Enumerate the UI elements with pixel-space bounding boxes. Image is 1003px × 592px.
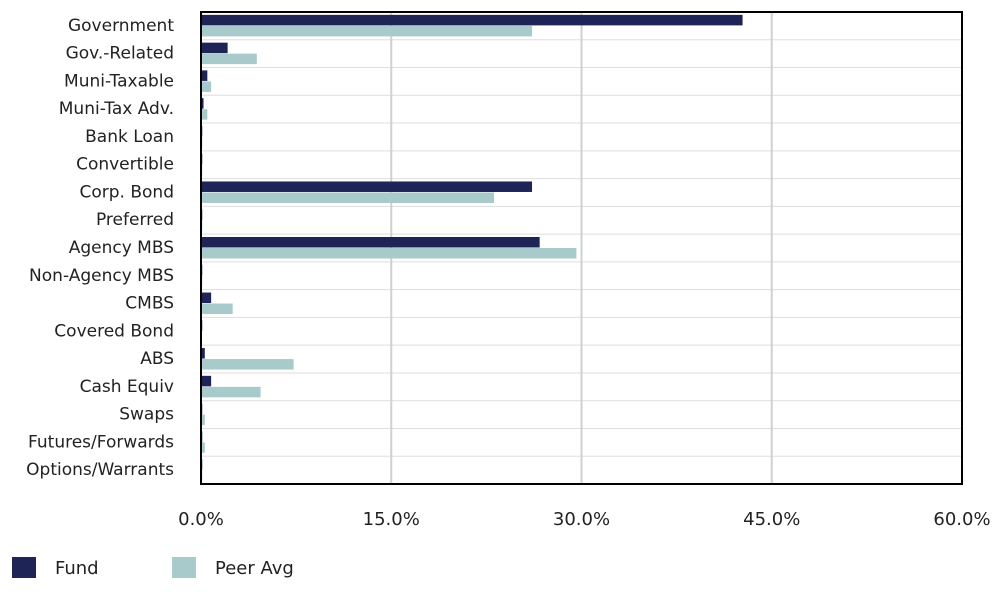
legend-label: Fund [55,558,99,579]
y-tick-label: Corp. Bond [80,182,175,202]
bar [201,386,261,398]
x-tick-label: 0.0% [178,509,224,530]
bar [201,359,294,370]
bar [201,375,212,387]
bar [201,303,233,315]
y-tick-label: ABS [140,349,174,369]
y-tick-label: Bank Loan [85,127,174,147]
bar [201,81,212,92]
y-tick-label: Preferred [96,210,174,230]
x-tick-label: 45.0% [743,509,800,530]
bar [201,53,257,65]
y-tick-label: CMBS [125,294,174,314]
y-tick-label: Muni-Taxable [64,71,174,91]
bar [201,237,540,248]
x-tick-label: 60.0% [933,509,990,530]
y-tick-label: Futures/Forwards [28,432,174,452]
y-tick-label: Cash Equiv [80,377,174,397]
bar [201,192,494,203]
y-tick-label: Swaps [119,405,174,425]
y-tick-label: Agency MBS [69,238,174,258]
bar [201,414,205,426]
legend-swatch [172,557,196,578]
bar [201,42,228,54]
y-tick-label: Muni-Tax Adv. [59,99,174,119]
y-tick-label: Gov.-Related [66,44,174,64]
y-tick-label: Covered Bond [54,321,174,341]
bar [201,109,208,120]
y-tick-label: Options/Warrants [26,460,174,480]
bar [201,442,205,453]
bar [201,181,533,192]
bar [201,348,205,359]
bar [201,14,743,26]
y-tick-label: Non-Agency MBS [29,266,174,286]
y-tick-label: Government [68,16,174,36]
x-tick-label: 30.0% [553,509,610,530]
y-tick-label: Convertible [76,155,174,175]
bar [201,292,212,304]
legend-label: Peer Avg [215,558,294,579]
bar [201,98,204,109]
bar [201,70,208,81]
bar [201,25,533,37]
bar [201,248,577,259]
plot-border [200,11,963,485]
legend-swatch [12,557,36,578]
x-tick-label: 15.0% [363,509,420,530]
